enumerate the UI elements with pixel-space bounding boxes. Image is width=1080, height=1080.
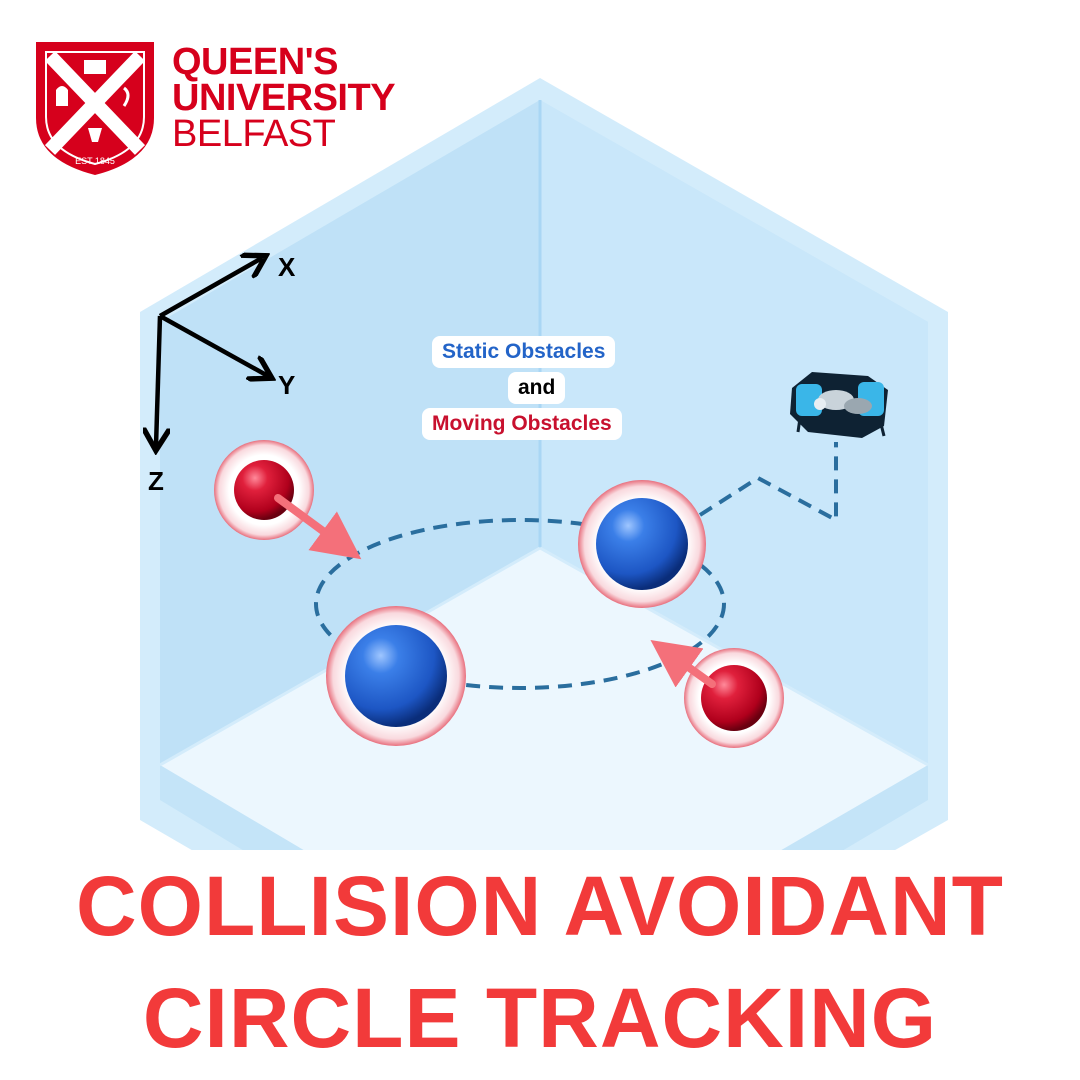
shield-crest-icon bbox=[36, 42, 154, 175]
logo-line-1: QUEEN'S bbox=[172, 41, 339, 83]
university-logo-text: QUEEN'S UNIVERSITY BELFAST bbox=[172, 41, 396, 155]
coordinate-axes bbox=[156, 258, 268, 446]
and-label: and bbox=[508, 372, 566, 404]
moving-obstacle bbox=[214, 440, 314, 540]
static-obstacle bbox=[326, 606, 466, 746]
moving-obstacle bbox=[684, 648, 784, 748]
title-background bbox=[0, 850, 1080, 1080]
static-obstacle bbox=[578, 480, 706, 608]
motion-arrow bbox=[650, 640, 716, 688]
static-obstacles-label: Static Obstacles bbox=[432, 336, 616, 368]
logo-line-3: BELFAST bbox=[172, 113, 336, 155]
axis-z-label: Z bbox=[148, 466, 164, 496]
moving-obstacles-label: Moving Obstacles bbox=[422, 408, 622, 440]
underwater-robot-icon bbox=[790, 372, 888, 438]
axis-x-label: X bbox=[278, 252, 296, 282]
vehicle-approach-path bbox=[698, 442, 838, 524]
circle-path bbox=[314, 518, 726, 690]
logo-line-2: UNIVERSITY bbox=[172, 77, 396, 119]
logo-est: EST 1845 bbox=[75, 156, 115, 166]
title-line-1: COLLISION AVOIDANT bbox=[76, 859, 1004, 953]
axis-y-label: Y bbox=[278, 370, 296, 400]
motion-arrow bbox=[274, 494, 362, 560]
title-line-2: CIRCLE TRACKING bbox=[142, 971, 938, 1065]
